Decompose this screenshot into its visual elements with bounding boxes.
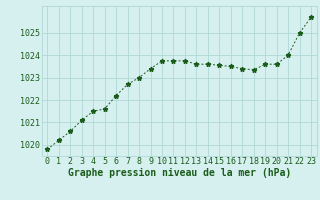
X-axis label: Graphe pression niveau de la mer (hPa): Graphe pression niveau de la mer (hPa) (68, 168, 291, 178)
